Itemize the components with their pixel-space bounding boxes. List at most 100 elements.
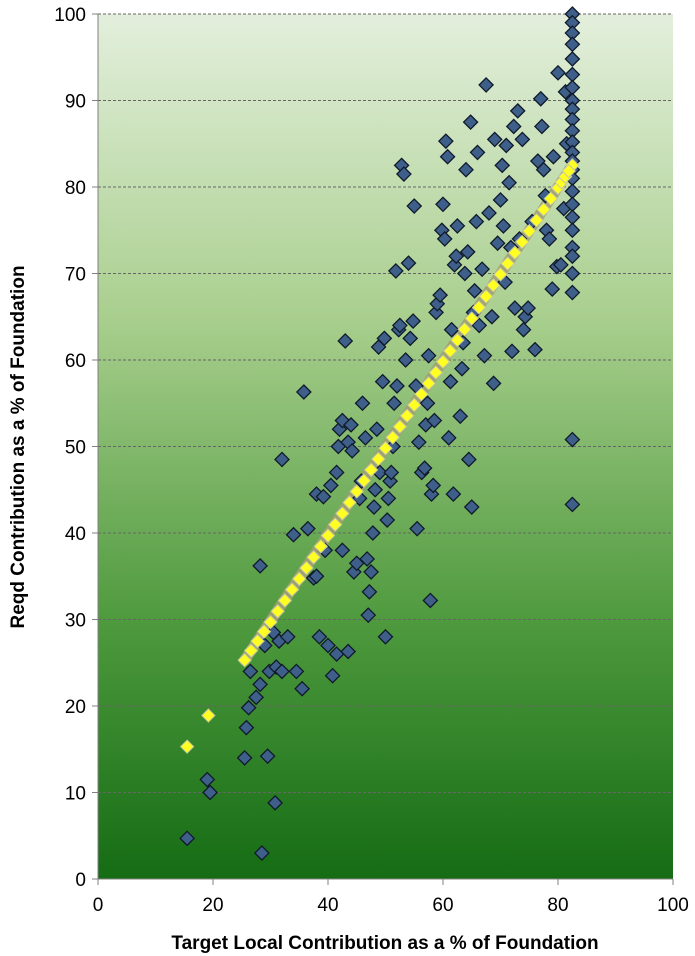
trend-point	[378, 441, 393, 456]
data-point	[383, 464, 400, 481]
data-point	[419, 395, 436, 412]
trend-point	[306, 550, 321, 565]
x-tick-label: 80	[547, 895, 568, 916]
data-point	[515, 321, 532, 338]
trend-point	[327, 517, 343, 532]
trend-point	[471, 300, 487, 315]
data-point	[422, 592, 439, 609]
data-point	[179, 830, 196, 847]
data-point	[376, 330, 393, 347]
data-point	[439, 148, 456, 165]
trend-point	[292, 571, 307, 587]
trend-point	[335, 506, 350, 521]
x-tick-label: 0	[93, 895, 104, 916]
data-point	[541, 230, 558, 247]
data-point	[387, 262, 404, 279]
data-point	[368, 421, 385, 438]
trend-point	[349, 484, 364, 499]
data-point	[374, 373, 391, 390]
data-point	[495, 218, 512, 234]
trend-point	[299, 560, 314, 576]
data-point	[454, 360, 470, 377]
x-tick-label: 100	[657, 895, 689, 916]
trend-point	[435, 354, 451, 369]
data-point	[458, 161, 474, 178]
data-point	[359, 551, 376, 567]
x-axis-title: Target Local Contribution as a % of Foun…	[171, 933, 598, 954]
data-point	[324, 667, 341, 684]
trend-point	[414, 386, 429, 402]
trend-point	[320, 528, 336, 543]
trend-point	[342, 495, 357, 510]
data-point	[564, 51, 581, 67]
y-tick-label: 10	[65, 784, 86, 805]
trend-point	[407, 397, 422, 413]
data-point	[440, 429, 457, 446]
trend-point	[277, 593, 293, 608]
data-point	[443, 321, 460, 338]
data-point	[406, 198, 423, 214]
trend-point	[543, 191, 559, 206]
y-tick-label: 20	[65, 697, 86, 718]
trend-point	[486, 278, 501, 293]
trend-point	[385, 430, 400, 445]
data-point	[267, 794, 284, 811]
data-point	[485, 375, 502, 392]
data-point	[294, 680, 311, 697]
data-point	[463, 499, 480, 515]
data-point	[328, 464, 345, 481]
y-tick-label: 30	[65, 611, 86, 632]
data-point	[564, 265, 581, 282]
trend-point	[399, 408, 415, 423]
data-point	[377, 628, 394, 645]
data-point	[481, 205, 497, 221]
data-point	[468, 213, 485, 230]
data-point	[514, 131, 531, 148]
data-point	[357, 429, 374, 446]
data-point	[366, 499, 382, 515]
trend-point	[243, 643, 259, 658]
data-point	[274, 451, 290, 468]
data-point	[379, 512, 396, 528]
trend-point	[363, 462, 379, 478]
data-point	[386, 395, 403, 412]
x-tick-label: 20	[202, 895, 223, 916]
trend-point	[507, 245, 523, 260]
data-point	[471, 317, 488, 334]
data-point	[354, 395, 371, 412]
data-point	[437, 133, 454, 150]
data-point	[367, 481, 384, 498]
trend-point	[284, 582, 300, 597]
data-point	[395, 166, 412, 182]
x-tick-label: 40	[317, 895, 338, 916]
trend-point	[256, 624, 272, 639]
data-point	[299, 520, 316, 537]
trend-point	[529, 213, 544, 228]
trend-point	[478, 289, 494, 304]
data-point	[252, 557, 269, 574]
data-point	[315, 488, 332, 505]
data-point	[295, 384, 312, 400]
data-point	[506, 300, 523, 317]
data-point	[469, 144, 486, 161]
data-point	[564, 222, 581, 239]
data-point	[199, 771, 216, 788]
data-point	[545, 148, 562, 165]
y-tick-label: 60	[65, 351, 86, 372]
data-point	[242, 663, 259, 680]
data-point	[442, 373, 459, 390]
trend-point	[371, 451, 386, 467]
y-tick-label: 0	[75, 870, 86, 891]
y-tick-label: 80	[65, 178, 86, 199]
data-point	[409, 520, 426, 537]
data-point	[337, 333, 354, 349]
trend-point	[179, 739, 195, 754]
data-point	[400, 255, 417, 272]
data-point	[474, 261, 491, 278]
trend-point	[313, 539, 329, 554]
data-point	[279, 628, 296, 645]
x-tick-labels: 0 20 40 60 80 100	[93, 895, 689, 916]
data-point	[436, 230, 453, 247]
data-point	[363, 564, 380, 580]
data-point	[460, 451, 477, 468]
